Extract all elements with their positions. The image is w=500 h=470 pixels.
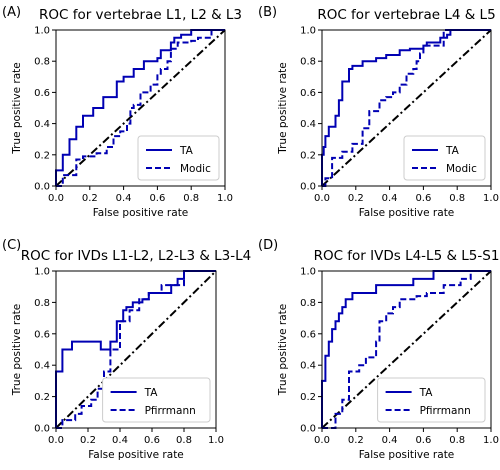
series-line-pfirrmann — [322, 270, 491, 429]
legend-label-ta: TA — [144, 387, 159, 399]
y-tick-label: 0.4 — [34, 119, 50, 130]
y-tick-label: 0.8 — [34, 57, 50, 68]
x-tick-label: 1.0 — [217, 193, 233, 204]
panel-label: (D) — [258, 238, 278, 253]
y-tick-label: 0.0 — [34, 424, 50, 435]
x-tick-label: 0.0 — [48, 435, 64, 446]
chart-panel-2: (B) ROC for vertebrae L4 & L5 0.0 0.2 0.4 0.6… — [258, 5, 499, 219]
legend-label-ta: TA — [179, 145, 194, 157]
y-tick-label: 0.6 — [34, 88, 50, 99]
x-tick-label: 0.4 — [382, 435, 398, 446]
y-tick-label: 0.8 — [300, 57, 316, 68]
legend: TA Modic — [137, 135, 220, 181]
axes-frame — [55, 29, 226, 187]
x-tick-label: 0.6 — [149, 193, 165, 204]
y-tick-label: 0.4 — [34, 361, 50, 372]
chance-diagonal-line — [321, 270, 492, 429]
y-tick-label: 0.2 — [300, 150, 316, 161]
x-tick-label: 0.2 — [82, 193, 98, 204]
x-axis-label: False positive rate — [359, 207, 455, 219]
chart-title: ROC for IVDs L4-L5 & L5-S1 — [314, 248, 500, 264]
legend-label-pfirrmann: Pfirrmann — [145, 405, 196, 417]
x-tick-label: 0.0 — [314, 193, 330, 204]
x-tick-label: 0.6 — [415, 435, 431, 446]
series-line-ta — [55, 29, 225, 186]
chart-panel-4: (D) ROC for IVDs L4-L5 & L5-S1 0.0 0.2 0.4 0.… — [258, 238, 499, 461]
x-tick-label: 0.0 — [48, 193, 64, 204]
y-tick-label: 0.2 — [34, 392, 50, 403]
y-tick-label: 0.2 — [34, 150, 50, 161]
y-tick-label: 0.6 — [300, 329, 316, 340]
x-tick-label: 0.6 — [415, 193, 431, 204]
x-tick-label: 0.0 — [314, 435, 330, 446]
y-axis-label: True positive rate — [11, 62, 23, 155]
chart-title: ROC for vertebrae L1, L2 & L3 — [39, 7, 242, 23]
y-tick-label: 1.0 — [34, 267, 50, 278]
y-axis-label: True positive rate — [277, 304, 289, 397]
series-line-ta — [55, 270, 216, 428]
chart-title: ROC for IVDs L1-L2, L2-L3 & L3-L4 — [21, 248, 251, 264]
x-tick-label: 0.4 — [112, 435, 128, 446]
series-line-modic — [56, 29, 225, 187]
x-tick-label: 0.8 — [176, 435, 192, 446]
y-tick-label: 0.0 — [300, 424, 316, 435]
chance-diagonal-line — [55, 270, 217, 429]
y-tick-label: 0.6 — [300, 88, 316, 99]
y-tick-label: 1.0 — [300, 26, 316, 37]
legend-label-ta: TA — [445, 145, 460, 157]
y-tick-label: 0.8 — [300, 298, 316, 309]
panel-label: (C) — [2, 238, 21, 253]
legend-label-modic: Modic — [180, 163, 211, 175]
y-tick-label: 0.0 — [300, 182, 316, 193]
x-axis-label: False positive rate — [88, 449, 184, 461]
x-tick-label: 0.4 — [116, 193, 132, 204]
x-tick-label: 0.4 — [382, 193, 398, 204]
y-tick-label: 0.6 — [34, 329, 50, 340]
x-tick-label: 0.8 — [449, 435, 465, 446]
chance-diagonal-line — [55, 29, 226, 187]
y-tick-label: 0.4 — [300, 119, 316, 130]
x-tick-label: 0.2 — [80, 435, 96, 446]
x-tick-label: 1.0 — [483, 435, 499, 446]
axes-frame — [321, 270, 492, 429]
x-axis-label: False positive rate — [359, 449, 455, 461]
legend-label-ta: TA — [419, 387, 434, 399]
series-line-pfirrmann — [56, 270, 216, 429]
y-axis-label: True positive rate — [11, 304, 23, 397]
x-tick-label: 0.2 — [348, 193, 364, 204]
legend: TA Pfirrmann — [377, 377, 486, 423]
y-tick-label: 0.8 — [34, 298, 50, 309]
chart-panel-1: (A) ROC for vertebrae L1, L2 & L3 0.0 0.2 0.… — [2, 5, 242, 219]
panel-label: (A) — [2, 5, 21, 20]
series-line-ta — [321, 270, 491, 428]
y-tick-label: 1.0 — [300, 267, 316, 278]
panel-label: (B) — [258, 5, 277, 20]
legend-label-pfirrmann: Pfirrmann — [420, 405, 471, 417]
axes-frame — [321, 29, 492, 187]
x-tick-label: 0.2 — [348, 435, 364, 446]
chart-title: ROC for vertebrae L4 & L5 — [317, 7, 495, 23]
y-tick-label: 0.0 — [34, 182, 50, 193]
series-line-ta — [321, 29, 491, 186]
x-axis-label: False positive rate — [93, 207, 189, 219]
chart-panel-3: (C)ROC for IVDs L1-L2, L2-L3 & L3-L40.0 0… — [2, 238, 251, 461]
x-tick-label: 0.8 — [449, 193, 465, 204]
y-tick-label: 0.2 — [300, 392, 316, 403]
legend: TA Modic — [403, 135, 486, 181]
x-tick-label: 0.8 — [183, 193, 199, 204]
legend-label-modic: Modic — [446, 163, 477, 175]
legend: TA Pfirrmann — [102, 377, 211, 423]
x-tick-label: 1.0 — [483, 193, 499, 204]
x-tick-label: 0.6 — [144, 435, 160, 446]
y-axis-label: True positive rate — [277, 62, 289, 155]
chance-diagonal-line — [321, 29, 492, 187]
y-tick-label: 0.4 — [300, 361, 316, 372]
y-tick-label: 1.0 — [34, 26, 50, 37]
x-tick-label: 1.0 — [208, 435, 224, 446]
axes-frame — [55, 270, 217, 429]
